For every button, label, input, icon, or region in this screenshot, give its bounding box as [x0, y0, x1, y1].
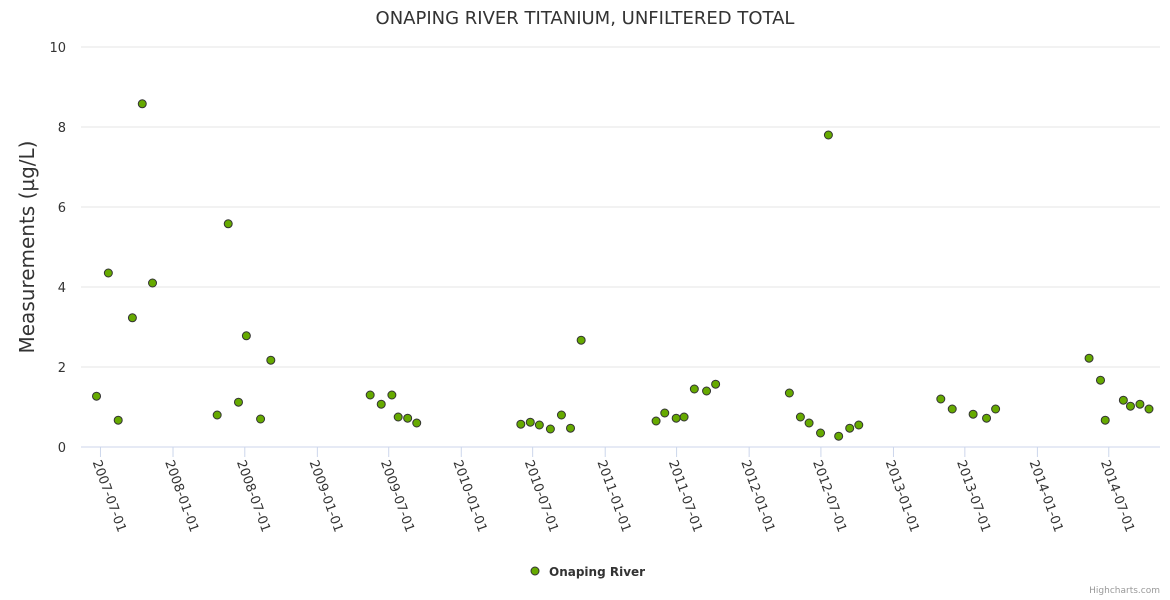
- x-tick-label: 2009-07-01: [377, 458, 417, 534]
- data-point[interactable]: [412, 418, 422, 428]
- data-point[interactable]: [1095, 375, 1105, 385]
- x-tick-label: 2014-07-01: [1097, 458, 1137, 534]
- y-tick-label: 6: [58, 201, 66, 216]
- x-tick-label: 2010-01-01: [450, 458, 490, 534]
- legend-label[interactable]: Onaping River: [549, 565, 645, 579]
- data-point[interactable]: [1084, 353, 1094, 363]
- data-point[interactable]: [233, 397, 243, 407]
- data-point[interactable]: [679, 412, 689, 422]
- data-point[interactable]: [387, 390, 397, 400]
- data-point[interactable]: [651, 416, 661, 426]
- y-tick-label: 10: [49, 41, 66, 56]
- data-point[interactable]: [1118, 395, 1128, 405]
- data-point[interactable]: [795, 412, 805, 422]
- y-tick-label: 8: [58, 121, 66, 136]
- data-point[interactable]: [689, 384, 699, 394]
- data-point[interactable]: [854, 420, 864, 430]
- data-point[interactable]: [936, 394, 946, 404]
- data-point[interactable]: [845, 423, 855, 433]
- data-point[interactable]: [947, 404, 957, 414]
- x-tick-label: 2011-07-01: [665, 458, 705, 534]
- x-tick-label: 2012-07-01: [809, 458, 849, 534]
- data-point[interactable]: [545, 424, 555, 434]
- chart-title: ONAPING RIVER TITANIUM, UNFILTERED TOTAL: [376, 8, 795, 29]
- y-tick-label: 0: [58, 441, 66, 456]
- x-tick-label: 2009-01-01: [306, 458, 346, 534]
- data-point[interactable]: [671, 413, 681, 423]
- data-point[interactable]: [92, 391, 102, 401]
- data-point[interactable]: [403, 413, 413, 423]
- data-point[interactable]: [991, 404, 1001, 414]
- data-point[interactable]: [711, 379, 721, 389]
- data-point[interactable]: [576, 335, 586, 345]
- data-point[interactable]: [534, 420, 544, 430]
- data-point[interactable]: [113, 415, 123, 425]
- legend-marker: [530, 566, 540, 576]
- data-point[interactable]: [212, 410, 222, 420]
- x-tick-label: 2011-01-01: [593, 458, 633, 534]
- data-point[interactable]: [148, 278, 158, 288]
- data-point[interactable]: [223, 219, 233, 229]
- data-point[interactable]: [566, 423, 576, 433]
- data-point[interactable]: [266, 355, 276, 365]
- legend[interactable]: Onaping River: [530, 565, 645, 579]
- data-point[interactable]: [127, 313, 137, 323]
- y-tick-label: 2: [58, 361, 66, 376]
- data-point[interactable]: [968, 409, 978, 419]
- data-point[interactable]: [1125, 401, 1135, 411]
- data-point[interactable]: [241, 331, 251, 341]
- data-point[interactable]: [103, 268, 113, 278]
- y-axis-ticks: 0 2 4 6 8 10: [49, 41, 66, 456]
- x-tick-label: 2012-01-01: [737, 458, 777, 534]
- credits-link[interactable]: Highcharts.com: [1089, 586, 1160, 596]
- x-axis-ticks: 2007-07-01 2008-01-01 2008-07-01 2009-01-01…: [89, 447, 1137, 534]
- data-point[interactable]: [393, 412, 403, 422]
- data-point[interactable]: [556, 410, 566, 420]
- grid-lines: [81, 46, 1160, 368]
- data-point[interactable]: [525, 417, 535, 427]
- data-point[interactable]: [702, 386, 712, 396]
- data-point[interactable]: [1100, 415, 1110, 425]
- x-tick-label: 2008-01-01: [161, 458, 201, 534]
- y-axis-label: Measurements (µg/L): [15, 141, 39, 354]
- data-point[interactable]: [1144, 404, 1154, 414]
- data-point[interactable]: [784, 388, 794, 398]
- x-tick-label: 2013-07-01: [953, 458, 993, 534]
- y-tick-label: 4: [58, 281, 66, 296]
- data-point[interactable]: [137, 99, 147, 109]
- data-point[interactable]: [816, 428, 826, 438]
- data-point[interactable]: [256, 414, 266, 424]
- data-point[interactable]: [516, 419, 526, 429]
- x-tick-label: 2008-07-01: [233, 458, 273, 534]
- data-point[interactable]: [823, 130, 833, 140]
- data-point[interactable]: [660, 408, 670, 418]
- data-point[interactable]: [1135, 399, 1145, 409]
- x-tick-label: 2013-01-01: [882, 458, 922, 534]
- x-tick-label: 2014-01-01: [1026, 458, 1066, 534]
- data-point[interactable]: [376, 399, 386, 409]
- data-points: [92, 99, 1154, 441]
- data-point[interactable]: [834, 431, 844, 441]
- data-point[interactable]: [365, 390, 375, 400]
- x-tick-label: 2010-07-01: [521, 458, 561, 534]
- x-tick-label: 2007-07-01: [89, 458, 129, 534]
- data-point[interactable]: [982, 413, 992, 423]
- data-point[interactable]: [804, 418, 814, 428]
